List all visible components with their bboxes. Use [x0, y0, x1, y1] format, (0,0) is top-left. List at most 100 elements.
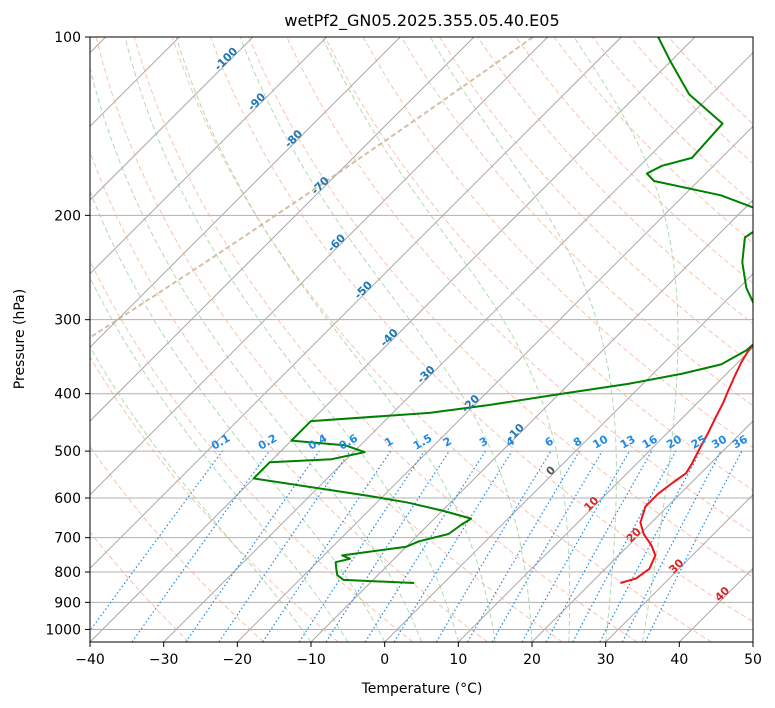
mixing-ratio-line — [572, 450, 677, 642]
mixing-ratio-label: 0.2 — [256, 432, 279, 453]
reference-curve — [90, 37, 534, 339]
dry-adiabat-line — [90, 259, 414, 642]
mixing-ratio-line — [298, 450, 425, 642]
moist-adiabat-line — [239, 37, 533, 642]
isotherm-label: 40 — [712, 584, 732, 604]
y-tick-label: 1000 — [45, 622, 81, 638]
isotherm-label: -100 — [212, 44, 241, 73]
y-tick-label: 400 — [54, 387, 81, 403]
x-tick-label: −40 — [75, 652, 105, 668]
dry-adiabat-line — [90, 356, 339, 642]
moist-adiabat-line — [90, 66, 422, 642]
isotherm-line — [90, 37, 475, 422]
isotherm-label: 30 — [666, 556, 686, 576]
chart-title: wetPf2_GN05.2025.355.05.40.E05 — [284, 11, 559, 31]
isotherm-line — [90, 37, 254, 201]
mixing-ratio-line — [262, 450, 392, 642]
y-tick-label: 600 — [54, 491, 81, 507]
isotherm-line — [752, 641, 753, 642]
mixing-ratio-line — [545, 450, 653, 642]
y-tick-label: 300 — [54, 313, 81, 329]
dry-adiabat-line — [248, 37, 753, 578]
dry-adiabat-line — [90, 445, 264, 642]
y-axis: 100 200 300 400 500 600 700 800 900 1000 — [45, 30, 90, 638]
mixing-ratio-line — [644, 450, 743, 642]
y-axis-title: Pressure (hPa) — [12, 289, 28, 389]
moist-adiabat-line — [90, 276, 349, 642]
y-tick-label: 800 — [54, 565, 81, 581]
mixing-ratio-label: 30 — [709, 432, 729, 451]
isotherm-label: 10 — [581, 494, 601, 514]
mixing-ratio-label: 13 — [618, 433, 638, 452]
isotherm-line — [384, 272, 753, 642]
isotherm-line — [90, 37, 549, 496]
mixing-ratio-label: 3 — [477, 435, 490, 450]
isotherm-line — [90, 37, 696, 642]
dry-adiabat-line — [324, 37, 753, 491]
y-tick-label: 700 — [54, 531, 81, 547]
isotherm-line — [236, 125, 753, 642]
mixing-ratio-line — [218, 450, 351, 642]
isoline-labels: 0.1 0.2 0.4 0.6 1 1.5 2 3 4 6 8 10 13 16 20 25 30 36-100-… — [209, 44, 750, 604]
mixing-ratio-label: 0.1 — [209, 432, 232, 453]
mixing-ratio-line — [521, 450, 631, 642]
isotherm-line — [605, 493, 753, 642]
isotherm-label: -80 — [282, 127, 305, 150]
dry-adiabat-line — [591, 37, 753, 204]
dry-adiabat-line — [438, 37, 753, 366]
profile-lines — [252, 37, 753, 584]
temperature-line — [620, 343, 753, 584]
y-tick-label: 100 — [54, 30, 81, 46]
y-tick-label: 900 — [54, 595, 81, 611]
isotherm-line — [531, 420, 753, 642]
x-tick-label: −10 — [296, 652, 326, 668]
mixing-ratio-line — [90, 450, 223, 632]
mixing-ratio-label: 16 — [640, 432, 660, 451]
x-tick-label: −30 — [149, 652, 179, 668]
background-lines — [90, 37, 753, 642]
isotherm-line — [90, 37, 622, 570]
moist-adiabat-line — [175, 37, 496, 642]
dry-adiabat-line — [210, 37, 753, 623]
dry-adiabat-line — [90, 531, 190, 642]
dry-adiabat-line — [171, 37, 712, 642]
dry-adiabat-line — [133, 37, 638, 642]
dewpoint-line — [252, 37, 753, 584]
x-tick-label: 20 — [523, 652, 541, 668]
isotherm-label: -30 — [414, 363, 437, 386]
mixing-ratio-label: 1.5 — [411, 432, 434, 453]
moist-adiabat-line — [124, 37, 459, 642]
x-axis-title: Temperature (°C) — [361, 681, 483, 697]
plot-frame — [89, 36, 754, 643]
dry-adiabat-line — [668, 37, 753, 125]
isotherm-line — [90, 37, 401, 349]
isotherm-line — [457, 346, 753, 642]
y-tick-label: 200 — [54, 208, 81, 224]
mixing-ratio-line — [325, 450, 450, 642]
mixing-ratio-line — [131, 450, 270, 642]
mixing-ratio-line — [435, 450, 552, 642]
dry-adiabat-line — [553, 37, 753, 244]
mixing-ratio-line — [599, 450, 702, 642]
mixing-ratio-label: 1 — [382, 435, 395, 450]
dry-adiabat-line — [515, 37, 753, 284]
isotherm-line — [163, 51, 753, 642]
isotherm-label: -60 — [325, 231, 348, 254]
x-tick-label: 30 — [597, 652, 615, 668]
moist-adiabat-line — [429, 37, 617, 642]
mixing-ratio-label: 10 — [591, 432, 611, 451]
isotherm-line — [678, 567, 753, 642]
x-tick-label: 40 — [670, 652, 688, 668]
x-tick-label: 0 — [380, 652, 389, 668]
isotherm-label: -90 — [245, 90, 268, 113]
mixing-ratio-label: 36 — [730, 432, 750, 451]
x-tick-label: 50 — [744, 652, 762, 668]
mixing-ratio-label: 8 — [571, 435, 584, 450]
isotherm-label: -70 — [309, 174, 332, 197]
moist-adiabat-line — [90, 189, 386, 642]
isotherm-label: -50 — [352, 278, 375, 301]
mixing-ratio-line — [621, 450, 722, 642]
mixing-ratio-label: 20 — [664, 432, 684, 451]
mixing-ratio-label: 0.4 — [306, 431, 330, 452]
